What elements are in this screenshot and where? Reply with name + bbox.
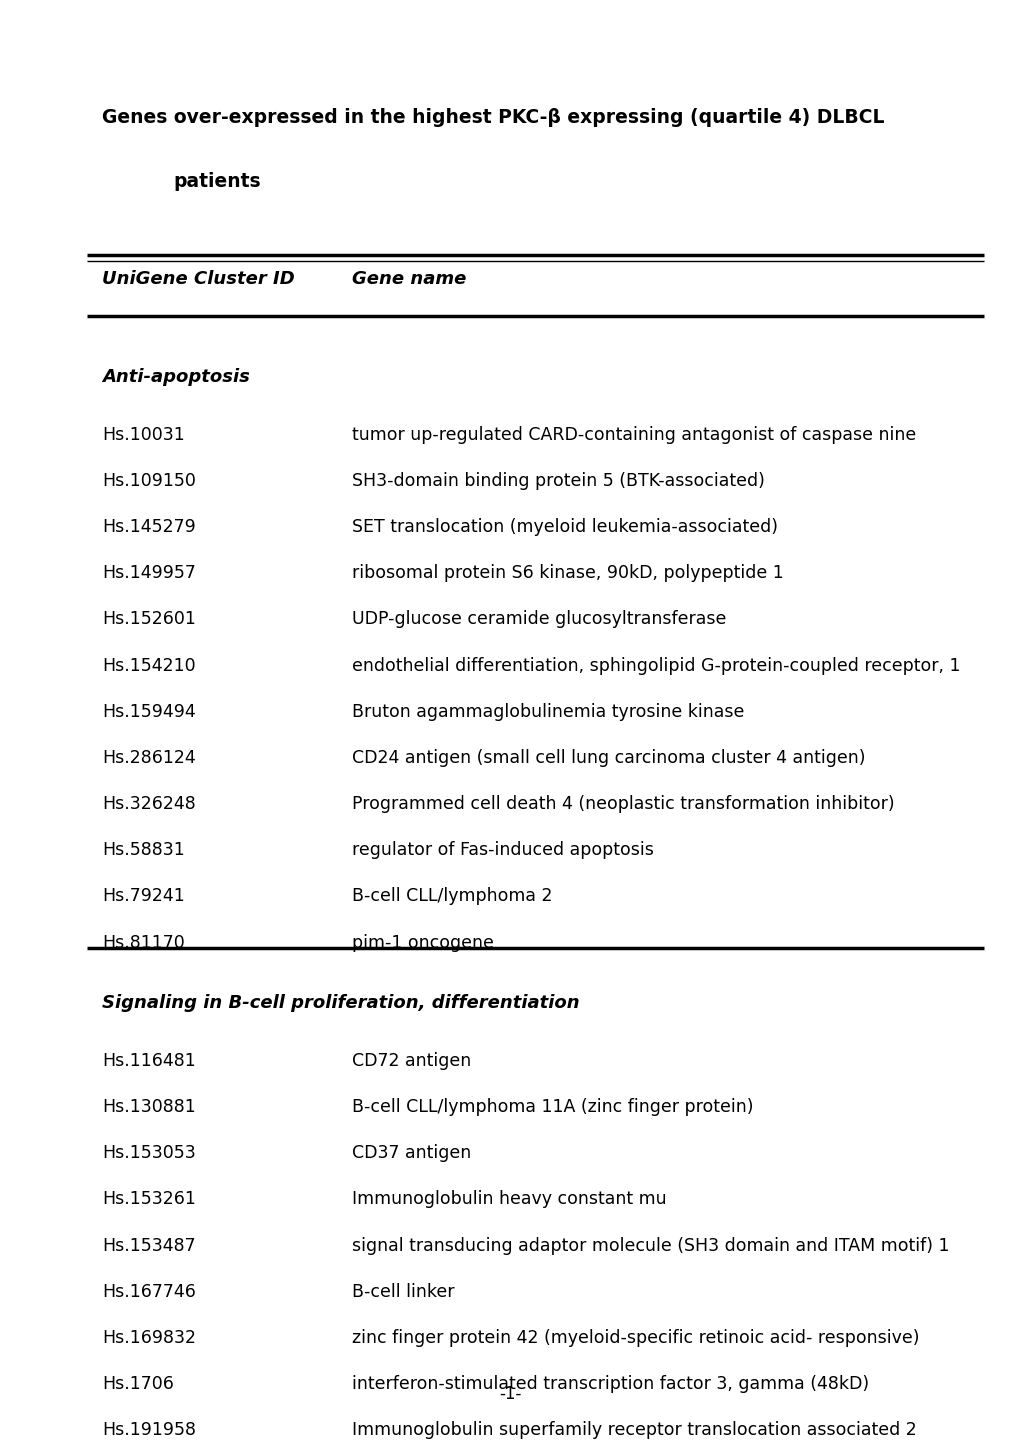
Text: Genes over-expressed in the highest PKC-β expressing (quartile 4) DLBCL: Genes over-expressed in the highest PKC-… xyxy=(102,108,883,127)
Text: Hs.191958: Hs.191958 xyxy=(102,1421,196,1439)
Text: Hs.116481: Hs.116481 xyxy=(102,1052,196,1069)
Text: Hs.169832: Hs.169832 xyxy=(102,1329,196,1346)
Text: Programmed cell death 4 (neoplastic transformation inhibitor): Programmed cell death 4 (neoplastic tran… xyxy=(352,795,894,812)
Text: Immunoglobulin heavy constant mu: Immunoglobulin heavy constant mu xyxy=(352,1190,665,1208)
Text: Hs.79241: Hs.79241 xyxy=(102,887,184,905)
Text: ribosomal protein S6 kinase, 90kD, polypeptide 1: ribosomal protein S6 kinase, 90kD, polyp… xyxy=(352,564,783,582)
Text: Anti-apoptosis: Anti-apoptosis xyxy=(102,368,250,385)
Text: Immunoglobulin superfamily receptor translocation associated 2: Immunoglobulin superfamily receptor tran… xyxy=(352,1421,916,1439)
Text: B-cell CLL/lymphoma 2: B-cell CLL/lymphoma 2 xyxy=(352,887,552,905)
Text: Hs.152601: Hs.152601 xyxy=(102,610,196,628)
Text: Hs.326248: Hs.326248 xyxy=(102,795,196,812)
Text: B-cell CLL/lymphoma 11A (zinc finger protein): B-cell CLL/lymphoma 11A (zinc finger pro… xyxy=(352,1098,753,1115)
Text: tumor up-regulated CARD-containing antagonist of caspase nine: tumor up-regulated CARD-containing antag… xyxy=(352,426,915,443)
Text: Hs.149957: Hs.149957 xyxy=(102,564,196,582)
Text: CD72 antigen: CD72 antigen xyxy=(352,1052,471,1069)
Text: Hs.153487: Hs.153487 xyxy=(102,1237,196,1254)
Text: SH3-domain binding protein 5 (BTK-associated): SH3-domain binding protein 5 (BTK-associ… xyxy=(352,472,764,489)
Text: Hs.153261: Hs.153261 xyxy=(102,1190,196,1208)
Text: Bruton agammaglobulinemia tyrosine kinase: Bruton agammaglobulinemia tyrosine kinas… xyxy=(352,703,744,720)
Text: Hs.1706: Hs.1706 xyxy=(102,1375,173,1392)
Text: Hs.286124: Hs.286124 xyxy=(102,749,196,766)
Text: patients: patients xyxy=(173,172,261,190)
Text: Hs.145279: Hs.145279 xyxy=(102,518,196,535)
Text: CD37 antigen: CD37 antigen xyxy=(352,1144,471,1162)
Text: Hs.167746: Hs.167746 xyxy=(102,1283,196,1300)
Text: Hs.81170: Hs.81170 xyxy=(102,934,184,951)
Text: UniGene Cluster ID: UniGene Cluster ID xyxy=(102,270,294,287)
Text: CD24 antigen (small cell lung carcinoma cluster 4 antigen): CD24 antigen (small cell lung carcinoma … xyxy=(352,749,864,766)
Text: zinc finger protein 42 (myeloid-specific retinoic acid- responsive): zinc finger protein 42 (myeloid-specific… xyxy=(352,1329,918,1346)
Text: B-cell linker: B-cell linker xyxy=(352,1283,453,1300)
Text: Hs.58831: Hs.58831 xyxy=(102,841,184,859)
Text: pim-1 oncogene: pim-1 oncogene xyxy=(352,934,493,951)
Text: regulator of Fas-induced apoptosis: regulator of Fas-induced apoptosis xyxy=(352,841,653,859)
Text: SET translocation (myeloid leukemia-associated): SET translocation (myeloid leukemia-asso… xyxy=(352,518,777,535)
Text: Hs.109150: Hs.109150 xyxy=(102,472,196,489)
Text: Hs.10031: Hs.10031 xyxy=(102,426,184,443)
Text: Hs.154210: Hs.154210 xyxy=(102,657,196,674)
Text: Hs.153053: Hs.153053 xyxy=(102,1144,196,1162)
Text: Gene name: Gene name xyxy=(352,270,466,287)
Text: interferon-stimulated transcription factor 3, gamma (48kD): interferon-stimulated transcription fact… xyxy=(352,1375,868,1392)
Text: Hs.130881: Hs.130881 xyxy=(102,1098,196,1115)
Text: UDP-glucose ceramide glucosyltransferase: UDP-glucose ceramide glucosyltransferase xyxy=(352,610,726,628)
Text: endothelial differentiation, sphingolipid G-protein-coupled receptor, 1: endothelial differentiation, sphingolipi… xyxy=(352,657,960,674)
Text: Hs.159494: Hs.159494 xyxy=(102,703,196,720)
Text: Signaling in B-cell proliferation, differentiation: Signaling in B-cell proliferation, diffe… xyxy=(102,994,579,1012)
Text: -1-: -1- xyxy=(498,1385,521,1403)
Text: signal transducing adaptor molecule (SH3 domain and ITAM motif) 1: signal transducing adaptor molecule (SH3… xyxy=(352,1237,949,1254)
